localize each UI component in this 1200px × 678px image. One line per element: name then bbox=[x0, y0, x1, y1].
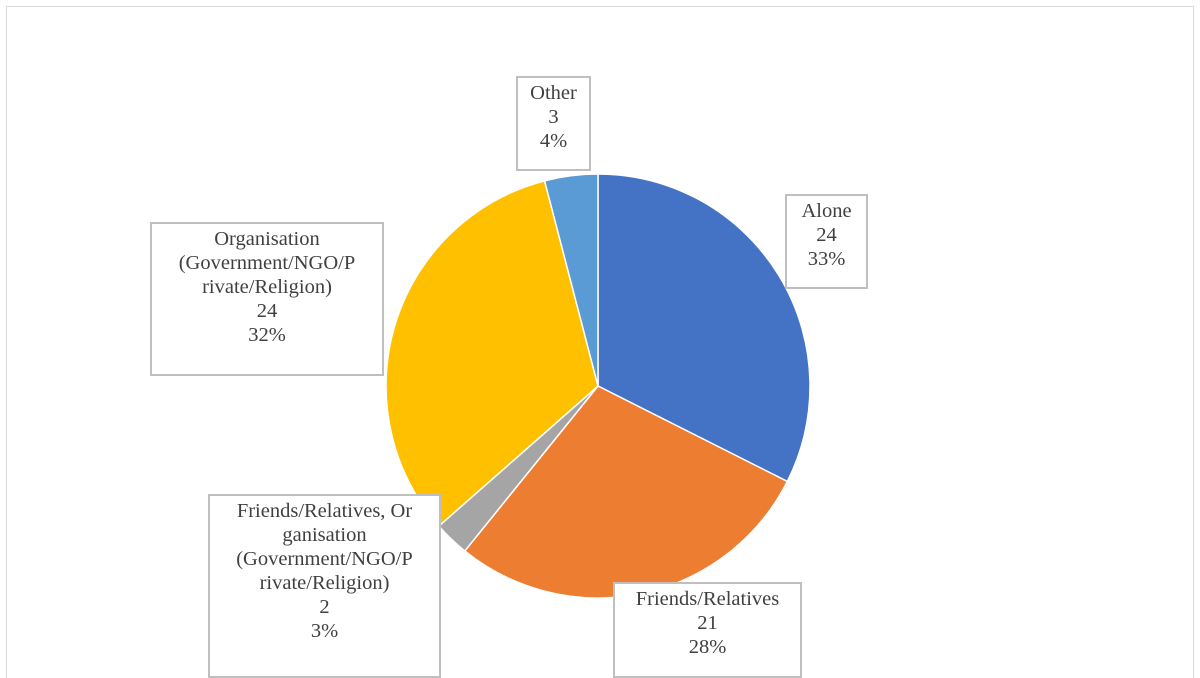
pie-slice-alone bbox=[597, 173, 811, 483]
data-label-category: rivate/Religion) bbox=[202, 276, 332, 298]
data-label-value: 2 bbox=[319, 596, 330, 618]
data-label-friends-relatives: Friends/Relatives 21 28% bbox=[613, 582, 802, 678]
data-label-category: rivate/Religion) bbox=[259, 572, 390, 594]
data-label-category: Alone bbox=[801, 200, 852, 222]
data-label-value: 3 bbox=[548, 106, 559, 128]
data-label-alone: Alone 24 33% bbox=[785, 194, 868, 289]
data-label-category: Other bbox=[530, 82, 577, 104]
data-label-category: (Government/NGO/P bbox=[178, 252, 356, 274]
data-label-category: (Government/NGO/P bbox=[236, 548, 413, 570]
data-label-percent: 28% bbox=[688, 636, 727, 658]
data-label-value: 24 bbox=[256, 300, 278, 322]
data-label-value: 24 bbox=[816, 224, 837, 246]
data-label-organisation-government-ngo-private-religion: Organisation (Government/NGO/P rivate/Reli… bbox=[150, 222, 384, 376]
data-label-percent: 4% bbox=[539, 130, 568, 152]
data-label-friends-relatives-organisation-government-ngo-private-religion: Friends/Relatives, Or ganisation (Governme… bbox=[208, 494, 441, 678]
data-label-category: Friends/Relatives, Or bbox=[236, 500, 413, 522]
data-label-value: 21 bbox=[697, 612, 718, 634]
data-label-category: Organisation bbox=[214, 228, 320, 250]
pie-slice-other bbox=[543, 173, 599, 387]
data-label-percent: 3% bbox=[310, 620, 339, 642]
data-label-category: ganisation bbox=[282, 524, 367, 546]
data-label-other: Other 3 4% bbox=[516, 76, 591, 171]
pie-slice-organisation-government-ngo-private-religion bbox=[385, 179, 599, 528]
data-label-percent: 32% bbox=[248, 324, 286, 346]
data-label-percent: 33% bbox=[807, 248, 846, 270]
data-label-category: Friends/Relatives bbox=[635, 588, 780, 610]
